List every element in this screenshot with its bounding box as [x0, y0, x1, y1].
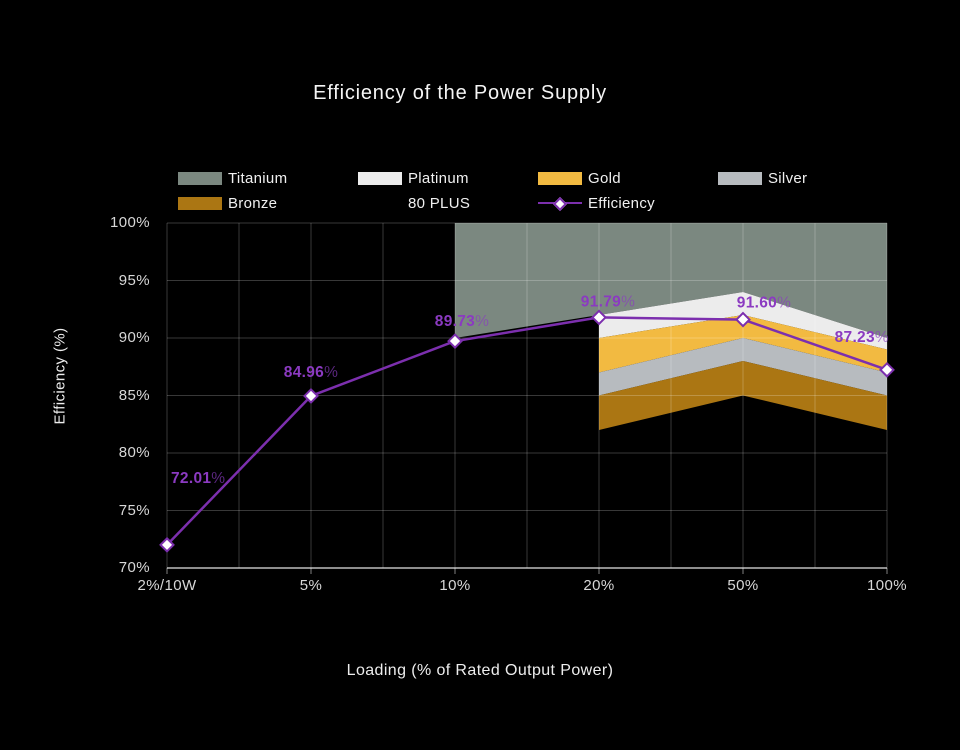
data-label: 72.01% — [171, 470, 225, 487]
efficiency-line — [166, 316, 888, 546]
band-titanium — [455, 223, 887, 338]
chart-title: Efficiency of the Power Supply — [313, 82, 607, 104]
legend-label-efficiency: Efficiency — [588, 195, 655, 212]
data-label: 91.60% — [737, 295, 791, 312]
legend-row-1: Titanium Platinum Gold Silver — [178, 166, 898, 191]
silver-swatch — [718, 172, 762, 185]
legend-item-efficiency: Efficiency — [538, 195, 718, 212]
x-tick-20pct: 20% — [583, 577, 615, 594]
x-tick-50pct: 50% — [727, 577, 759, 594]
band-gold — [599, 315, 887, 373]
gold-swatch — [538, 172, 582, 185]
data-point-marker — [735, 311, 751, 328]
platinum-swatch — [358, 172, 402, 185]
x-tick-5pct: 5% — [299, 577, 323, 594]
legend-row-2: Bronze 80 PLUS Efficiency — [178, 191, 898, 216]
legend-label-titanium: Titanium — [228, 170, 288, 187]
legend-item-80plus: 80 PLUS — [358, 195, 538, 212]
x-axis-title: Loading (% of Rated Output Power) — [346, 662, 614, 679]
y-tick-70: 70% — [118, 559, 150, 576]
legend-item-titanium: Titanium — [178, 170, 358, 187]
data-point-marker — [159, 536, 175, 553]
legend-label-silver: Silver — [768, 170, 808, 187]
band-platinum — [599, 292, 887, 350]
y-tick-75: 75% — [118, 502, 150, 519]
legend-item-bronze: Bronze — [178, 195, 358, 212]
data-label: 84.96% — [284, 364, 338, 381]
y-tick-80: 80% — [118, 444, 150, 461]
legend-label-bronze: Bronze — [228, 195, 278, 212]
y-tick-90: 90% — [118, 329, 150, 346]
y-tick-95: 95% — [118, 272, 150, 289]
data-point-marker — [303, 388, 319, 404]
data-label: 91.79% — [581, 293, 635, 310]
x-tick-100pct: 100% — [867, 577, 907, 594]
y-tick-100: 100% — [110, 214, 150, 231]
legend-label-platinum: Platinum — [408, 170, 469, 187]
data-point-marker — [879, 361, 895, 378]
chart-legend: Titanium Platinum Gold Silver Bronze — [178, 166, 898, 216]
x-tick-10pct: 10% — [439, 577, 471, 594]
y-tick-85: 85% — [118, 387, 150, 404]
efficiency-line-swatch — [538, 196, 582, 211]
plot-svg: 72.01% 84.96% 89.73% 91.79% 91.60% 87.23% — [159, 222, 895, 574]
x-tick-2pct: 2%/10W — [137, 577, 197, 594]
legend-label-gold: Gold — [588, 170, 621, 187]
legend-item-silver: Silver — [718, 170, 898, 187]
titanium-swatch — [178, 172, 222, 185]
diamond-marker-icon — [552, 196, 568, 211]
data-label: 87.23% — [835, 329, 889, 346]
data-label: 89.73% — [435, 313, 489, 330]
band-silver — [599, 338, 887, 396]
legend-label-80plus: 80 PLUS — [408, 195, 471, 212]
bronze-swatch — [178, 197, 222, 210]
data-point-marker — [591, 309, 607, 326]
legend-item-gold: Gold — [538, 170, 718, 187]
data-point-marker — [447, 333, 463, 350]
plot-area: 72.01% 84.96% 89.73% 91.79% 91.60% 87.23% — [159, 222, 895, 574]
legend-item-platinum: Platinum — [358, 170, 538, 187]
band-bronze — [599, 361, 887, 430]
